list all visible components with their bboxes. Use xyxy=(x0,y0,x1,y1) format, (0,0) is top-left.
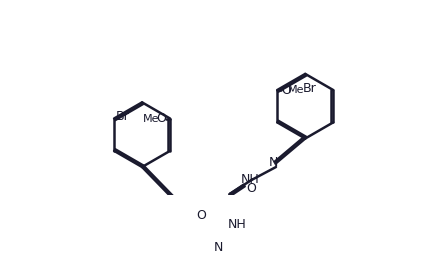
Text: Me: Me xyxy=(288,85,304,95)
Text: O: O xyxy=(196,209,206,223)
Text: O: O xyxy=(281,84,291,97)
Text: O: O xyxy=(246,182,256,195)
Text: O: O xyxy=(156,112,166,125)
Text: Br: Br xyxy=(303,82,316,95)
Text: NH: NH xyxy=(228,218,247,231)
Text: Me: Me xyxy=(143,114,159,123)
Text: N: N xyxy=(214,241,223,254)
Text: NH: NH xyxy=(240,173,259,186)
Text: Br: Br xyxy=(116,110,129,123)
Text: N: N xyxy=(269,156,279,169)
